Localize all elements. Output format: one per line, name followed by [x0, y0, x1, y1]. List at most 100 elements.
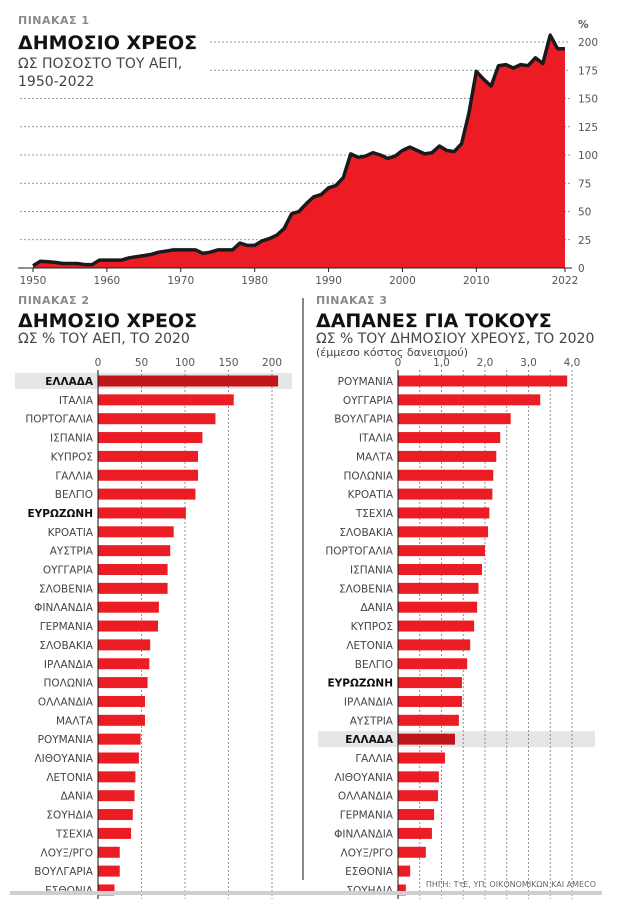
chart2-kicker: ΠΙΝΑΚΑΣ 2: [18, 294, 90, 307]
x-tick-label: 1990: [315, 275, 342, 287]
y-tick-label: 25: [578, 235, 591, 247]
x-tick-label: 2010: [463, 275, 490, 287]
category-label: ΓΕΡΜΑΝΙΑ: [40, 621, 94, 633]
category-label: ΕΛΛΑΔΑ: [345, 734, 394, 746]
bar: [98, 658, 150, 670]
bar: [398, 469, 494, 481]
category-label: ΠΟΛΩΝΙΑ: [343, 470, 393, 482]
category-label: ΔΑΝΙΑ: [361, 602, 394, 614]
bar: [398, 695, 462, 707]
bar: [398, 771, 439, 783]
bar: [98, 714, 145, 726]
bar: [398, 752, 445, 764]
bar: [398, 507, 490, 519]
x-tick-label: 1980: [241, 275, 268, 287]
bar: [398, 677, 462, 689]
x-tick-label: 0: [395, 357, 402, 369]
bar: [98, 432, 203, 444]
x-tick-label: 200: [262, 357, 282, 369]
footer-bar: [10, 891, 602, 895]
category-label: ΛΙΘΟΥΑΝΙΑ: [34, 753, 93, 765]
category-label: ΛΕΤΟΝΙΑ: [346, 640, 393, 652]
chart1-kicker: ΠΙΝΑΚΑΣ 1: [18, 14, 90, 27]
bar: [98, 394, 234, 406]
y-tick-label: 50: [578, 207, 591, 219]
bar: [398, 582, 479, 594]
category-label: ΟΥΓΓΑΡΙΑ: [43, 565, 94, 577]
bar: [398, 526, 489, 538]
bar: [398, 639, 471, 651]
chart1-title: ΔΗΜΟΣΙΟ ΧΡΕΟΣ: [18, 32, 197, 54]
bar: [98, 526, 174, 538]
category-label: ΤΣΕΧΙΑ: [55, 828, 94, 840]
category-label: ΑΥΣΤΡΙΑ: [50, 546, 94, 558]
bar: [398, 865, 411, 877]
category-label: ΕΣΘΟΝΙΑ: [345, 866, 394, 878]
bar: [398, 545, 485, 557]
y-tick-label: 200: [578, 37, 598, 49]
bar: [98, 865, 120, 877]
bar: [98, 507, 186, 519]
category-label: ΛΕΤΟΝΙΑ: [46, 772, 93, 784]
category-label: ΙΣΠΑΝΙΑ: [50, 433, 94, 445]
bar: [98, 827, 132, 839]
bar: [98, 771, 136, 783]
chart3-subtitle: ΩΣ % ΤΟΥ ΔΗΜΟΣΙΟΥ ΧΡΕΟΥΣ, ΤΟ 2020: [316, 331, 594, 347]
category-label: ΒΟΥΛΓΑΡΙΑ: [34, 866, 94, 878]
category-label: ΒΕΛΓΙΟ: [355, 659, 393, 671]
debt-area: [33, 35, 565, 269]
y-axis-unit: %: [578, 19, 589, 31]
bar: [398, 413, 511, 425]
category-label: ΔΑΝΙΑ: [61, 791, 94, 803]
category-label: ΜΑΛΤΑ: [56, 715, 94, 727]
category-label: ΤΣΕΧΙΑ: [355, 508, 394, 520]
bar: [98, 375, 279, 387]
category-label: ΦΙΝΛΑΝΔΙΑ: [34, 602, 94, 614]
x-tick-label: 4,0: [564, 357, 581, 369]
category-label: ΑΥΣΤΡΙΑ: [350, 715, 394, 727]
x-tick-label: 0: [95, 357, 102, 369]
category-label: ΙΤΑΛΙΑ: [59, 395, 94, 407]
category-label: ΚΥΠΡΟΣ: [51, 451, 93, 463]
category-label: ΚΡΟΑΤΙΑ: [48, 527, 94, 539]
category-label: ΚΡΟΑΤΙΑ: [348, 489, 394, 501]
category-label: ΣΟΥΗΔΙΑ: [46, 810, 93, 822]
y-tick-label: 100: [578, 150, 598, 162]
bar: [398, 884, 406, 896]
chart1-subtitle: ΩΣ ΠΟΣΟΣΤΟ ΤΟΥ ΑΕΠ,: [18, 56, 182, 72]
category-label: ΜΑΛΤΑ: [356, 451, 394, 463]
category-label: ΣΛΟΒΕΝΙΑ: [339, 583, 394, 595]
bar: [98, 582, 168, 594]
bar: [98, 413, 216, 425]
x-tick-label: 1,0: [433, 357, 450, 369]
category-label: ΓΑΛΛΙΑ: [355, 753, 393, 765]
category-label: ΟΛΛΑΝΔΙΑ: [38, 696, 94, 708]
x-tick-label: 2022: [552, 275, 579, 287]
source-note: ΠΗΓΗ: ΤτΕ, ΥΠ. ΟΙΚΟΝΟΜΙΚΩΝ ΚΑΙ AMECO: [426, 880, 596, 889]
category-label: ΚΥΠΡΟΣ: [351, 621, 393, 633]
bar: [98, 846, 120, 858]
category-label: ΛΙΘΟΥΑΝΙΑ: [334, 772, 393, 784]
x-tick-label: 100: [175, 357, 195, 369]
category-label: ΕΛΛΑΔΑ: [45, 376, 94, 388]
chart3-note: (έμμεσο κόστος δανεισμού): [316, 346, 468, 359]
bar: [398, 620, 475, 632]
bar: [398, 809, 435, 821]
category-label: ΒΕΛΓΙΟ: [55, 489, 93, 501]
bar: [98, 488, 196, 500]
bar: [398, 733, 455, 745]
bar: [98, 752, 139, 764]
y-tick-label: 175: [578, 65, 598, 77]
bar: [98, 809, 133, 821]
category-label: ΙΡΛΑΝΔΙΑ: [44, 659, 94, 671]
x-tick-label: 150: [218, 357, 238, 369]
bar: [398, 827, 432, 839]
bar: [398, 846, 426, 858]
bar: [98, 884, 115, 896]
bar: [98, 545, 171, 557]
category-label: ΦΙΝΛΑΝΔΙΑ: [334, 828, 394, 840]
x-tick-label: 50: [135, 357, 148, 369]
bar: [98, 601, 159, 613]
bar: [398, 564, 482, 575]
